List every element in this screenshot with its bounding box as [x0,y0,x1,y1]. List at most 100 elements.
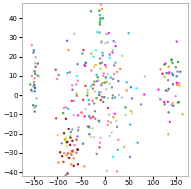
Point [34,105,37,108]
Point [55,117,58,120]
Point [110,86,113,89]
Point [88,115,91,118]
Point [71,150,74,153]
Point [116,125,119,128]
Point [176,101,179,104]
Point [135,87,138,90]
Point [116,70,119,74]
Point [76,148,79,151]
Point [98,93,101,96]
Point [108,134,111,137]
Point [98,23,101,26]
Point [99,62,102,65]
Point [159,98,162,101]
Point [65,139,68,142]
Point [99,141,102,144]
Point [112,49,115,52]
Point [76,135,79,138]
Point [72,157,75,160]
Point [100,40,103,43]
Point [168,71,171,74]
Point [125,81,128,84]
Point [99,91,102,94]
Point [100,0,103,2]
Point [93,110,96,113]
Point [129,110,133,113]
Point [62,160,65,163]
Point [105,88,108,91]
Point [106,107,109,110]
Point [112,116,115,119]
Point [87,99,90,102]
Point [176,83,179,86]
Point [83,64,86,67]
Point [175,75,178,78]
Point [99,136,102,139]
Point [95,97,98,100]
Point [143,93,146,96]
Point [100,41,103,44]
Point [35,97,38,100]
Point [129,86,132,89]
Point [62,112,65,115]
Point [67,49,70,52]
Point [105,80,108,83]
Point [84,61,87,64]
Point [69,136,72,139]
Point [87,125,91,128]
Point [96,31,99,34]
Point [59,151,62,154]
Point [167,65,170,68]
Point [33,70,36,73]
Point [99,57,102,60]
Point [82,49,85,52]
Point [101,54,104,57]
Point [171,102,174,105]
Point [63,138,66,141]
Point [61,155,64,158]
Point [81,111,84,114]
Point [130,97,134,100]
Point [66,172,69,175]
Point [167,133,170,136]
Point [88,133,91,136]
Point [89,136,92,139]
Point [69,143,72,146]
Point [62,132,66,135]
Point [105,66,108,69]
Point [174,66,177,69]
Point [172,104,175,107]
Point [136,141,139,144]
Point [93,90,96,93]
Point [177,82,180,85]
Point [88,127,91,130]
Point [71,88,74,91]
Point [75,92,78,95]
Point [114,45,117,48]
Point [71,84,74,87]
Point [130,112,134,115]
Point [124,113,127,116]
Point [75,151,78,154]
Point [98,121,101,124]
Point [64,136,67,139]
Point [98,146,101,149]
Point [91,83,95,86]
Point [98,14,101,17]
Point [166,89,169,92]
Point [73,32,76,35]
Point [93,83,96,86]
Point [117,93,121,96]
Point [113,96,117,99]
Point [32,85,35,88]
Point [90,85,93,88]
Point [36,62,39,65]
Point [100,3,103,6]
Point [123,146,126,149]
Point [115,120,118,123]
Point [33,110,36,113]
Point [94,49,97,52]
Point [95,152,98,155]
Point [98,31,101,34]
Point [175,40,178,43]
